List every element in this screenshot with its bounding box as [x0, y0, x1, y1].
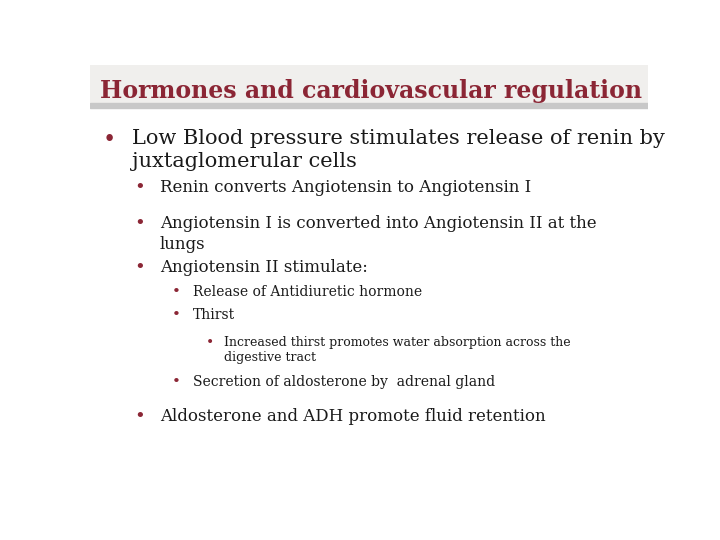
Text: •: •	[102, 129, 115, 151]
Bar	[90, 65, 648, 104]
Text: Angiotensin II stimulate:: Angiotensin II stimulate:	[160, 259, 368, 276]
Text: Secretion of aldosterone by  adrenal gland: Secretion of aldosterone by adrenal glan…	[193, 375, 495, 389]
Text: •: •	[172, 285, 181, 299]
Text: •: •	[172, 375, 181, 389]
Text: •: •	[135, 259, 145, 278]
Text: Low Blood pressure stimulates release of renin by
juxtaglomerular cells: Low Blood pressure stimulates release of…	[132, 129, 665, 171]
Text: Hormones and cardiovascular regulation: Hormones and cardiovascular regulation	[100, 79, 642, 103]
Text: •: •	[172, 308, 181, 322]
Bar	[90, 104, 648, 109]
Text: •: •	[135, 408, 145, 426]
Text: Renin converts Angiotensin to Angiotensin I: Renin converts Angiotensin to Angiotensi…	[160, 179, 531, 196]
Text: •: •	[206, 336, 215, 350]
Text: •: •	[135, 215, 145, 233]
Text: Angiotensin I is converted into Angiotensin II at the
lungs: Angiotensin I is converted into Angioten…	[160, 215, 596, 253]
Text: •: •	[135, 179, 145, 197]
Text: Aldosterone and ADH promote fluid retention: Aldosterone and ADH promote fluid retent…	[160, 408, 545, 425]
Text: Release of Antidiuretic hormone: Release of Antidiuretic hormone	[193, 285, 423, 299]
Text: Increased thirst promotes water absorption across the
digestive tract: Increased thirst promotes water absorpti…	[224, 336, 570, 364]
Text: Thirst: Thirst	[193, 308, 235, 322]
